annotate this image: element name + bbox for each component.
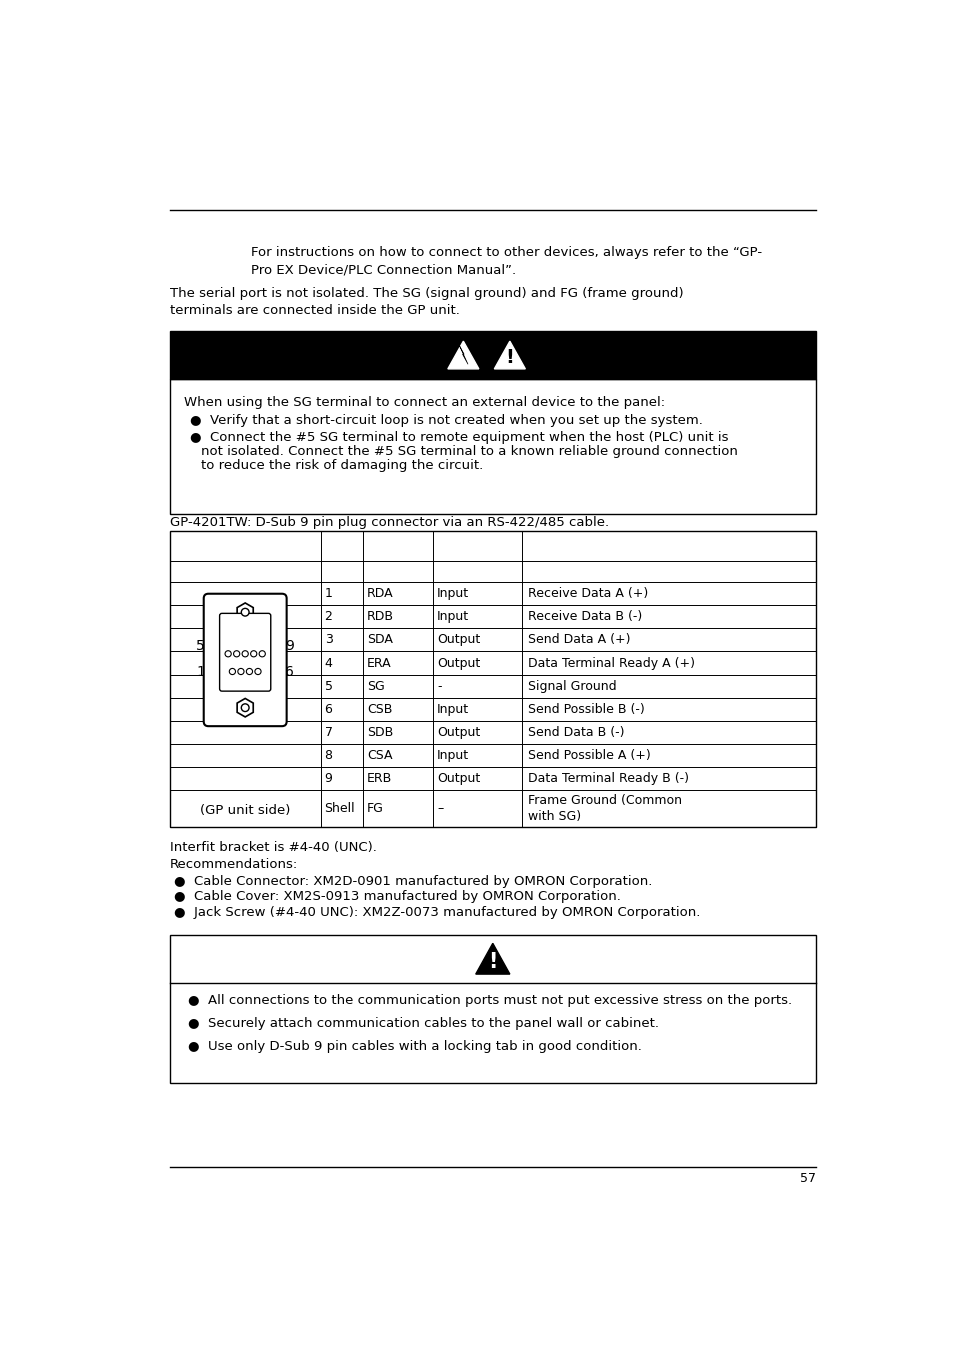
Text: 4: 4 <box>324 656 333 670</box>
Text: 5: 5 <box>324 679 333 693</box>
Text: ●  Cable Cover: XM2S-0913 manufactured by OMRON Corporation.: ● Cable Cover: XM2S-0913 manufactured by… <box>174 890 620 903</box>
Text: Shell: Shell <box>324 802 355 816</box>
Bar <box>170 379 815 514</box>
Text: Signal Ground: Signal Ground <box>528 679 617 693</box>
Text: ●  Use only D-Sub 9 pin cables with a locking tab in good condition.: ● Use only D-Sub 9 pin cables with a loc… <box>188 1041 641 1053</box>
Text: CSA: CSA <box>367 749 393 762</box>
Text: Send Data B (-): Send Data B (-) <box>528 725 624 739</box>
Text: Output: Output <box>436 634 479 647</box>
Circle shape <box>237 669 244 674</box>
Text: The serial port is not isolated. The SG (signal ground) and FG (frame ground)
te: The serial port is not isolated. The SG … <box>170 287 682 317</box>
Circle shape <box>225 651 231 656</box>
Text: Output: Output <box>436 725 479 739</box>
Polygon shape <box>237 603 253 621</box>
Polygon shape <box>237 698 253 717</box>
Text: CSB: CSB <box>367 702 393 716</box>
Text: 5: 5 <box>196 639 205 652</box>
Circle shape <box>251 651 256 656</box>
Text: 6: 6 <box>285 665 294 678</box>
Text: 2: 2 <box>324 611 333 623</box>
Text: Send Possible A (+): Send Possible A (+) <box>528 749 651 762</box>
Text: !: ! <box>505 348 514 367</box>
FancyBboxPatch shape <box>204 593 286 727</box>
Text: ●  All connections to the communication ports must not put excessive stress on t: ● All connections to the communication p… <box>188 993 792 1007</box>
Text: Output: Output <box>436 656 479 670</box>
Circle shape <box>241 608 249 616</box>
Text: 8: 8 <box>324 749 333 762</box>
Circle shape <box>241 704 249 712</box>
Text: Data Terminal Ready A (+): Data Terminal Ready A (+) <box>528 656 695 670</box>
Text: SG: SG <box>367 679 385 693</box>
Text: ERA: ERA <box>367 656 392 670</box>
Text: –: – <box>436 802 443 816</box>
Circle shape <box>229 669 235 674</box>
Text: -: - <box>436 679 441 693</box>
Text: ●  Verify that a short-circuit loop is not created when you set up the system.: ● Verify that a short-circuit loop is no… <box>190 414 702 427</box>
Text: Frame Ground (Common
with SG): Frame Ground (Common with SG) <box>528 794 681 824</box>
Text: RDA: RDA <box>367 588 394 600</box>
Text: Data Terminal Ready B (-): Data Terminal Ready B (-) <box>528 772 689 785</box>
Text: !: ! <box>488 952 497 972</box>
Text: When using the SG terminal to connect an external device to the panel:: When using the SG terminal to connect an… <box>183 396 664 408</box>
Text: Send Data A (+): Send Data A (+) <box>528 634 630 647</box>
FancyBboxPatch shape <box>219 613 271 692</box>
Text: SDA: SDA <box>367 634 393 647</box>
Text: 9: 9 <box>285 639 294 652</box>
Polygon shape <box>494 341 525 369</box>
Polygon shape <box>459 346 468 364</box>
Text: RDB: RDB <box>367 611 394 623</box>
Circle shape <box>259 651 265 656</box>
Text: 57: 57 <box>800 1171 815 1185</box>
Text: Input: Input <box>436 588 469 600</box>
Text: FG: FG <box>367 802 384 816</box>
Text: SDB: SDB <box>367 725 393 739</box>
Polygon shape <box>476 944 509 975</box>
Text: 9: 9 <box>324 772 333 785</box>
Text: Send Possible B (-): Send Possible B (-) <box>528 702 644 716</box>
Text: Receive Data A (+): Receive Data A (+) <box>528 588 648 600</box>
Text: not isolated. Connect the #5 SG terminal to a known reliable ground connection: not isolated. Connect the #5 SG terminal… <box>200 445 737 458</box>
Bar <box>170 531 815 828</box>
Circle shape <box>233 651 239 656</box>
Text: Input: Input <box>436 702 469 716</box>
Text: Input: Input <box>436 611 469 623</box>
Text: Receive Data B (-): Receive Data B (-) <box>528 611 642 623</box>
Text: ●  Connect the #5 SG terminal to remote equipment when the host (PLC) unit is: ● Connect the #5 SG terminal to remote e… <box>190 431 727 445</box>
Text: (GP unit side): (GP unit side) <box>200 803 290 817</box>
Text: ●  Jack Screw (#4-40 UNC): XM2Z-0073 manufactured by OMRON Corporation.: ● Jack Screw (#4-40 UNC): XM2Z-0073 manu… <box>174 906 700 918</box>
Text: GP-4201TW: D-Sub 9 pin plug connector via an RS-422/485 cable.: GP-4201TW: D-Sub 9 pin plug connector vi… <box>170 516 608 528</box>
Text: 3: 3 <box>324 634 333 647</box>
Text: Recommendations:: Recommendations: <box>170 857 297 871</box>
Text: Output: Output <box>436 772 479 785</box>
Text: 7: 7 <box>324 725 333 739</box>
Text: 1: 1 <box>196 665 205 678</box>
Circle shape <box>246 669 253 674</box>
Text: 6: 6 <box>324 702 333 716</box>
Polygon shape <box>447 341 478 369</box>
Text: For instructions on how to connect to other devices, always refer to the “GP-
Pr: For instructions on how to connect to ot… <box>251 247 761 276</box>
Text: Input: Input <box>436 749 469 762</box>
Text: ERB: ERB <box>367 772 392 785</box>
Text: ●  Cable Connector: XM2D-0901 manufactured by OMRON Corporation.: ● Cable Connector: XM2D-0901 manufacture… <box>174 875 652 888</box>
Circle shape <box>254 669 261 674</box>
Bar <box>170 936 815 1082</box>
Text: 1: 1 <box>324 588 333 600</box>
Text: Interfit bracket is #4-40 (UNC).: Interfit bracket is #4-40 (UNC). <box>170 841 376 853</box>
Text: to reduce the risk of damaging the circuit.: to reduce the risk of damaging the circu… <box>200 458 482 472</box>
Text: ●  Securely attach communication cables to the panel wall or cabinet.: ● Securely attach communication cables t… <box>188 1018 659 1030</box>
Bar <box>170 332 815 379</box>
Circle shape <box>242 651 248 656</box>
